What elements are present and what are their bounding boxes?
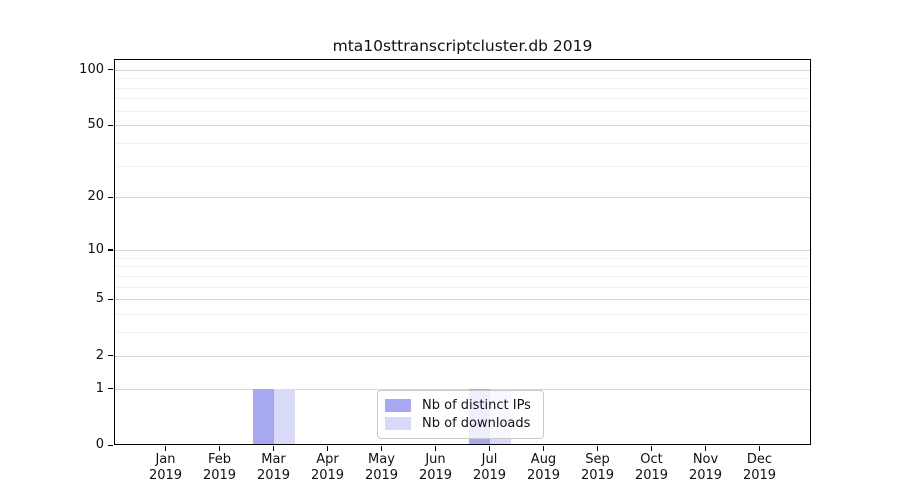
x-tick (597, 445, 599, 451)
gridline-major (114, 249, 811, 251)
y-tick (108, 249, 113, 251)
y-tick (108, 196, 113, 199)
x-tick-label: Apr 2019 (310, 452, 345, 483)
gridline-minor (114, 110, 811, 112)
gridline-major (114, 355, 811, 357)
y-tick-label: 20 (87, 189, 104, 205)
x-tick-label: Sep 2019 (580, 452, 615, 483)
x-tick-label: Feb 2019 (202, 452, 237, 483)
gridline-major (114, 388, 811, 390)
x-tick (435, 445, 437, 451)
gridline-minor (114, 286, 811, 288)
x-tick (759, 445, 761, 451)
gridline-minor (114, 266, 811, 268)
chart-title: mta10sttranscriptcluster.db 2019 (332, 37, 593, 55)
gridline-minor (114, 98, 811, 100)
x-tick-label: Oct 2019 (634, 452, 669, 483)
legend: Nb of distinct IPs Nb of downloads (377, 390, 544, 439)
bar-nb-of-distinct-ips-mar-2019 (252, 388, 274, 445)
y-tick-label: 50 (87, 117, 104, 133)
legend-label-downloads: Nb of downloads (422, 416, 531, 431)
x-tick (327, 445, 329, 451)
y-tick (108, 444, 113, 446)
x-tick-label: Jun 2019 (418, 452, 453, 483)
gridline-minor (114, 314, 811, 316)
x-tick (273, 445, 275, 451)
y-tick (108, 355, 113, 357)
gridline-minor (114, 165, 811, 167)
y-tick (108, 298, 113, 300)
gridline-major (114, 125, 811, 127)
y-tick-label: 0 (95, 437, 104, 452)
gridline-minor (114, 275, 811, 277)
legend-item-distinct-ips: Nb of distinct IPs (385, 398, 533, 413)
x-tick (381, 445, 383, 451)
gridline-minor (114, 142, 811, 144)
gridline-minor (114, 87, 811, 89)
y-tick (108, 124, 113, 126)
legend-swatch-distinct-ips (385, 399, 411, 412)
x-tick (165, 445, 167, 451)
y-tick (108, 388, 113, 390)
gridline-major (114, 69, 811, 71)
y-tick (108, 69, 113, 71)
y-tick-label: 10 (87, 241, 104, 257)
bar-nb-of-downloads-mar-2019 (273, 388, 295, 445)
x-tick (489, 445, 491, 451)
y-tick-label: 1 (95, 380, 104, 396)
gridline-major (114, 299, 811, 301)
x-tick-label: Jul 2019 (472, 452, 507, 483)
x-tick-label: May 2019 (364, 452, 399, 483)
x-tick (651, 445, 653, 451)
x-tick-label: Nov 2019 (688, 452, 723, 483)
legend-label-distinct-ips: Nb of distinct IPs (422, 398, 531, 413)
y-tick-label: 100 (79, 61, 104, 77)
x-tick-label: Dec 2019 (742, 452, 777, 483)
legend-item-downloads: Nb of downloads (385, 416, 533, 431)
gridline-minor (114, 78, 811, 79)
x-tick (705, 445, 707, 451)
x-tick-label: Mar 2019 (256, 452, 291, 483)
gridline-minor (114, 332, 811, 334)
x-tick (219, 445, 221, 451)
gridline-major (114, 197, 811, 199)
y-tick-label: 5 (95, 291, 104, 307)
x-tick-label: Jan 2019 (148, 452, 183, 483)
x-tick-label: Aug 2019 (526, 452, 561, 483)
plot-area (114, 59, 811, 445)
y-tick-label: 2 (95, 347, 104, 363)
x-tick (543, 445, 545, 451)
gridline-minor (114, 257, 811, 259)
legend-swatch-downloads (385, 417, 411, 430)
